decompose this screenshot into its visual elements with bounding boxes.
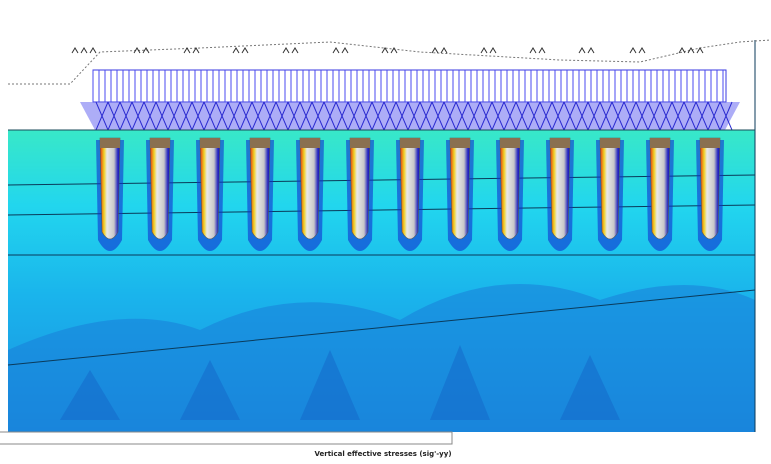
pile-cap xyxy=(450,138,470,148)
pile xyxy=(650,138,670,239)
pile-cap xyxy=(550,138,570,148)
pile xyxy=(400,138,420,239)
pile-cap xyxy=(600,138,620,148)
pile-cap xyxy=(100,138,120,148)
pile-cap xyxy=(500,138,520,148)
pile xyxy=(550,138,570,239)
pile-cap xyxy=(150,138,170,148)
pile xyxy=(100,138,120,239)
pile xyxy=(600,138,620,239)
pile-cap xyxy=(200,138,220,148)
model-view: Vertical effective stresses (sig'-yy) xyxy=(0,0,771,464)
pile-cap xyxy=(400,138,420,148)
pile xyxy=(500,138,520,239)
pile-cap xyxy=(700,138,720,148)
pile xyxy=(450,138,470,239)
body: Vertical effective stresses (sig'-yy) ((… xyxy=(0,0,771,464)
page: FEM output {"caption": "Vertical effecti… xyxy=(0,0,771,464)
pile-cap xyxy=(350,138,370,148)
pile xyxy=(300,138,320,239)
pile xyxy=(700,138,720,239)
pile-cap xyxy=(300,138,320,148)
pile xyxy=(350,138,370,239)
pile xyxy=(150,138,170,239)
pile xyxy=(200,138,220,239)
pile-cap xyxy=(250,138,270,148)
pile xyxy=(250,138,270,239)
pile-cap xyxy=(650,138,670,148)
caption: Vertical effective stresses (sig'-yy) xyxy=(314,450,451,458)
